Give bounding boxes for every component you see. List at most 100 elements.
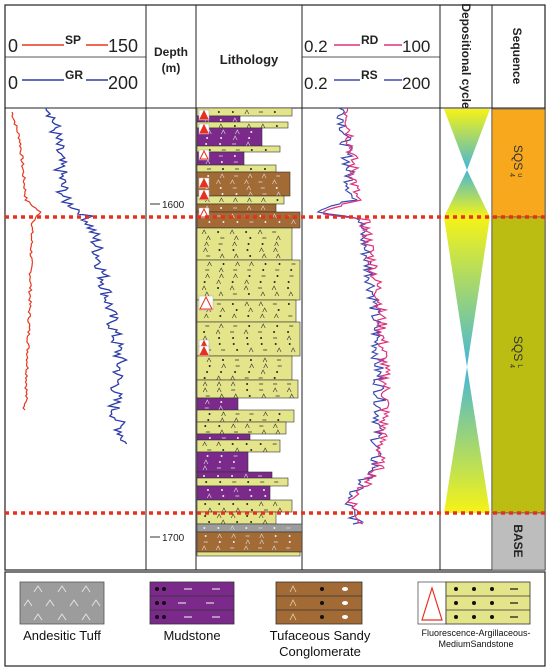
lithology-layer — [196, 107, 293, 117]
lithology-dot — [276, 199, 279, 201]
lithology-dot — [248, 371, 251, 373]
depth-unit: (m) — [162, 61, 181, 75]
lithology-dot — [259, 443, 262, 445]
lithology-chevron — [207, 507, 213, 513]
lithology-chevron — [262, 447, 268, 453]
lithology-chevron — [275, 253, 281, 259]
lithology-chevron — [202, 335, 208, 341]
lithology-dot — [207, 175, 210, 177]
lithology-chevron — [261, 197, 266, 203]
legend-swatch-mudstone — [149, 581, 235, 625]
lithology-dot — [217, 231, 220, 233]
lithology-chevron — [207, 261, 212, 267]
lithology-chevron — [258, 501, 264, 507]
lithology-dot — [203, 331, 206, 333]
lithology-dot — [220, 137, 223, 139]
lithology-layer — [196, 171, 291, 197]
lithology-chevron — [290, 347, 296, 353]
lithology-chevron — [273, 423, 278, 429]
lithology-chevron — [275, 429, 281, 435]
lithology-dot — [273, 377, 276, 379]
log-curves-right — [316, 107, 392, 525]
lithology-dot — [219, 119, 222, 121]
lithology-dot — [221, 193, 224, 195]
sequence-label: Sequence — [510, 28, 524, 85]
lithology-dot — [273, 527, 276, 529]
lithology-dot — [222, 221, 225, 223]
lithology-dot — [231, 281, 234, 283]
lithology-dot — [250, 449, 253, 451]
lithology-dot — [290, 269, 293, 271]
lithology-dot — [232, 337, 235, 339]
lithology-dot — [221, 168, 224, 170]
lithology-dot — [204, 503, 207, 505]
lithology-chevron — [248, 307, 253, 313]
lithology-layer — [196, 379, 299, 399]
lithology-chevron — [204, 241, 209, 247]
lithology-chevron — [246, 205, 252, 211]
lithology-chevron — [262, 519, 268, 525]
lithology-chevron — [216, 381, 222, 387]
lithology-chevron — [233, 273, 238, 279]
rs-label: RS — [361, 68, 378, 82]
lithology-chevron — [232, 117, 238, 123]
sequence-base-label: BASE — [511, 524, 525, 557]
lithology-dot — [219, 315, 222, 317]
lithology-dot — [264, 221, 267, 223]
lithology-chevron — [221, 129, 226, 135]
lithology-dot — [203, 527, 206, 529]
lithology-layer — [196, 121, 289, 129]
legend-label-sandstone: Fluorescence-Argillaceous-MediumSandston… — [421, 628, 531, 649]
rs-min: 0.2 — [304, 74, 328, 93]
lithology-chevron — [259, 533, 264, 539]
lithology-dot — [246, 337, 249, 339]
lithology-chevron — [216, 387, 222, 393]
lithology-layer — [196, 551, 301, 557]
lithology-dot — [218, 425, 221, 427]
lithology-chevron — [202, 387, 208, 393]
lithology-chevron — [259, 539, 265, 545]
lithology-dot — [208, 521, 211, 523]
lithology-dot — [232, 461, 235, 463]
lithology-dot — [248, 275, 251, 277]
lithology-chevron — [244, 301, 250, 307]
lithology-chevron — [261, 173, 267, 179]
fluorescence-triangle-icon — [199, 207, 209, 218]
lithology-dot — [218, 541, 221, 543]
depositional-cycle-label: Depositional cycle — [459, 3, 473, 109]
log-curves-left — [11, 108, 129, 445]
lithology-chevron — [286, 387, 292, 393]
lithology-chevron — [203, 247, 208, 253]
lithology-dot — [208, 365, 211, 367]
lithology-chevron — [245, 539, 251, 545]
lithology-dot — [218, 249, 221, 251]
lithology-dot — [276, 275, 279, 277]
lithology-dot — [222, 495, 225, 497]
lithology-chevron — [235, 129, 240, 135]
lithology-dot — [236, 437, 239, 439]
sequence-boundaries — [5, 215, 545, 515]
lithology-dot — [249, 168, 252, 170]
legend — [4, 571, 546, 667]
lithology-chevron — [272, 387, 278, 393]
lithology-chevron — [205, 273, 210, 279]
lithology-chevron — [204, 291, 210, 297]
lithology-chevron — [206, 235, 211, 241]
lithology-chevron — [202, 465, 208, 471]
lithology-dot — [232, 541, 235, 543]
lithology-chevron — [244, 179, 249, 185]
depositional-cycle-track — [444, 109, 490, 513]
lithology-dot — [245, 443, 248, 445]
lithology-dot — [248, 325, 251, 327]
lithology-dot — [218, 503, 221, 505]
lithology-chevron — [201, 285, 207, 291]
lithology-dot — [262, 489, 265, 491]
lithology-chevron — [262, 357, 268, 363]
lithology-chevron — [272, 501, 278, 507]
lithology-dot — [203, 377, 206, 379]
lithology-dot — [219, 143, 222, 145]
lithology-chevron — [260, 323, 266, 329]
lithology-dot — [217, 287, 220, 289]
lithology-layer — [196, 523, 303, 533]
lithology-dot — [220, 161, 223, 163]
